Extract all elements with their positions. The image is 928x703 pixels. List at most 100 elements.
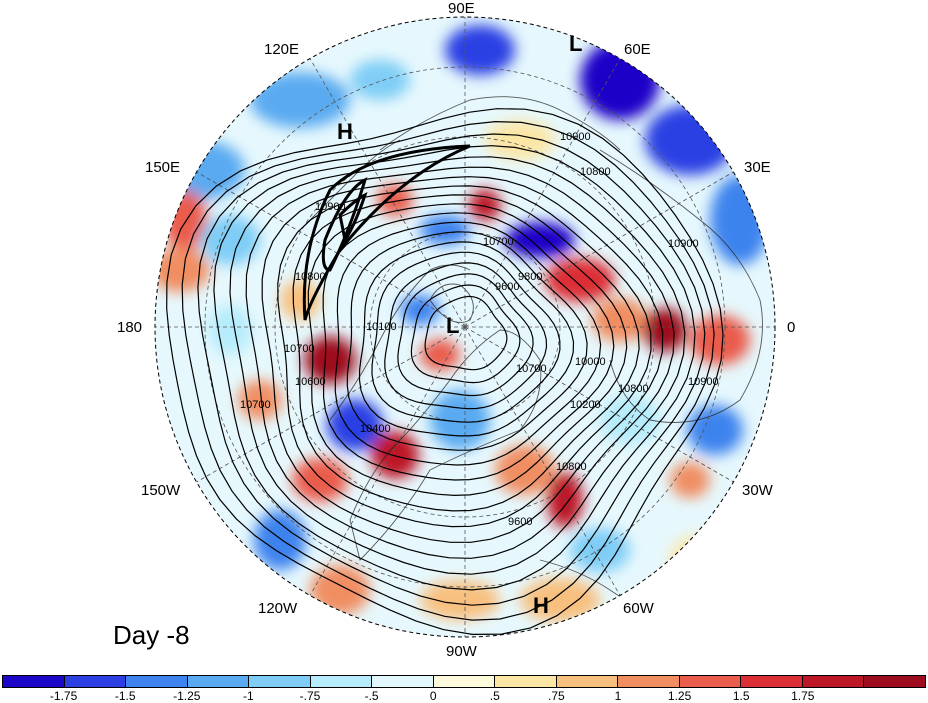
anomaly-patch (545, 258, 615, 302)
height-contour (292, 194, 640, 512)
polar-stereographic-map: 1090010800107001060010400102001000098009… (154, 16, 776, 638)
height-contour (307, 203, 628, 497)
anomaly-patch (250, 72, 350, 128)
anomaly-patch (445, 25, 515, 75)
anomaly-patch (485, 120, 555, 160)
height-contour (197, 133, 706, 606)
contour-label: 10000 (575, 356, 606, 368)
height-contour (371, 251, 561, 423)
lon-label-60e: 60E (624, 41, 651, 58)
colorbar-swatch (3, 676, 65, 687)
thick-contour (321, 177, 368, 272)
height-contour (384, 262, 548, 410)
colorbar-tick-label: 1.5 (732, 689, 750, 703)
meridian-line (464, 326, 734, 483)
height-contour (181, 120, 715, 621)
thick-contour (338, 192, 368, 244)
colorbar-tick-label: .75 (548, 689, 565, 703)
contour-label: 10100 (366, 321, 397, 333)
lon-label-30w: 30W (742, 482, 773, 499)
contour-label: 10900 (668, 238, 699, 250)
coastline (349, 329, 542, 561)
height-contour (358, 241, 575, 437)
colorbar-swatch (556, 676, 619, 687)
colorbar-swatch (249, 676, 311, 687)
colorbar-tick-label: -.75 (299, 689, 321, 703)
lon-label-120e: 120E (264, 41, 300, 58)
colorbar-tick-label: -1.5 (114, 689, 136, 703)
lon-label-90w: 90W (446, 643, 477, 660)
colorbar-tick-label: 1 (614, 689, 622, 703)
lon-label-120w: 120W (258, 600, 298, 617)
contour-label: 9800 (518, 271, 542, 283)
height-contour (166, 108, 724, 636)
meridian-line (196, 171, 466, 328)
height-contour (397, 273, 534, 397)
contour-label: 10800 (580, 166, 611, 178)
coastline (329, 264, 471, 421)
contour-label: 10700 (516, 363, 547, 375)
lon-label-30e: 30E (744, 159, 771, 176)
coastline (429, 283, 474, 323)
anomaly-patch (420, 339, 460, 371)
anomaly-patch (710, 175, 770, 265)
lon-label-0: 0 (787, 319, 796, 336)
contour-label: 10800 (618, 383, 649, 395)
contour-label: 10900 (315, 201, 346, 213)
low-pressure-mark-top: L (569, 31, 583, 56)
colorbar-tick-label: -.5 (364, 689, 379, 703)
colorbar-swatch (741, 676, 803, 687)
height-contour (213, 145, 696, 591)
lon-label-60w: 60W (623, 600, 654, 617)
colorbar-swatch (310, 676, 373, 687)
anomaly-patch (643, 308, 687, 352)
colorbar-swatch (372, 676, 434, 687)
contour-label: 10900 (688, 376, 719, 388)
height-contour (261, 176, 664, 543)
height-contour (277, 185, 652, 528)
contour-label: 10900 (560, 131, 591, 143)
anomaly-patch (155, 248, 210, 292)
map-boundary (154, 16, 776, 638)
anomaly-patch (690, 315, 750, 365)
anomaly-patch (280, 280, 320, 320)
colorbar-tick-label: 0 (429, 689, 437, 703)
lon-label-150w: 150W (141, 482, 181, 499)
meridian-line (464, 171, 734, 328)
height-contour (229, 156, 686, 575)
height-contour (346, 231, 588, 451)
meridian-line (464, 326, 621, 596)
contour-label: 10700 (284, 343, 315, 355)
contour-label: 10700 (240, 399, 271, 411)
contour-label: 9600 (495, 281, 519, 293)
height-contour (334, 221, 602, 466)
contour-label: 10600 (295, 376, 326, 388)
lon-label-150e: 150E (145, 159, 181, 176)
anomaly-patch (670, 462, 710, 498)
thick-contour (302, 144, 471, 321)
colorbar-tick-label: -1 (243, 689, 254, 703)
colorbar-tick-label: -1.25 (173, 689, 201, 703)
colorbar-swatch (64, 676, 127, 687)
height-contours (166, 108, 724, 636)
colorbar-swatch (802, 676, 865, 687)
contour-label: 9600 (508, 516, 532, 528)
colorbar-swatch (126, 676, 188, 687)
colorbar-tick-label: .5 (489, 689, 500, 703)
anomaly-patch (670, 535, 730, 585)
anomaly-patch (520, 578, 600, 622)
anomaly-patch (292, 458, 348, 502)
high-pressure-mark-upper-left: H (337, 119, 353, 144)
anomaly-patch (600, 395, 660, 445)
contour-label: 10800 (556, 461, 587, 473)
anomaly-patch (350, 60, 410, 100)
anomaly-patch (645, 105, 735, 175)
contour-labels: 1090010800107001060010400102001000098009… (240, 131, 719, 528)
meridian-line (309, 326, 466, 596)
lon-label-180: 180 (117, 319, 143, 336)
colorbar-swatch (433, 676, 496, 687)
colorbar-tick-label: 1.75 (791, 689, 815, 703)
anomaly-patch (377, 184, 413, 216)
colorbar-tick-label: -1.75 (49, 689, 78, 703)
anomaly-patch (592, 298, 648, 342)
